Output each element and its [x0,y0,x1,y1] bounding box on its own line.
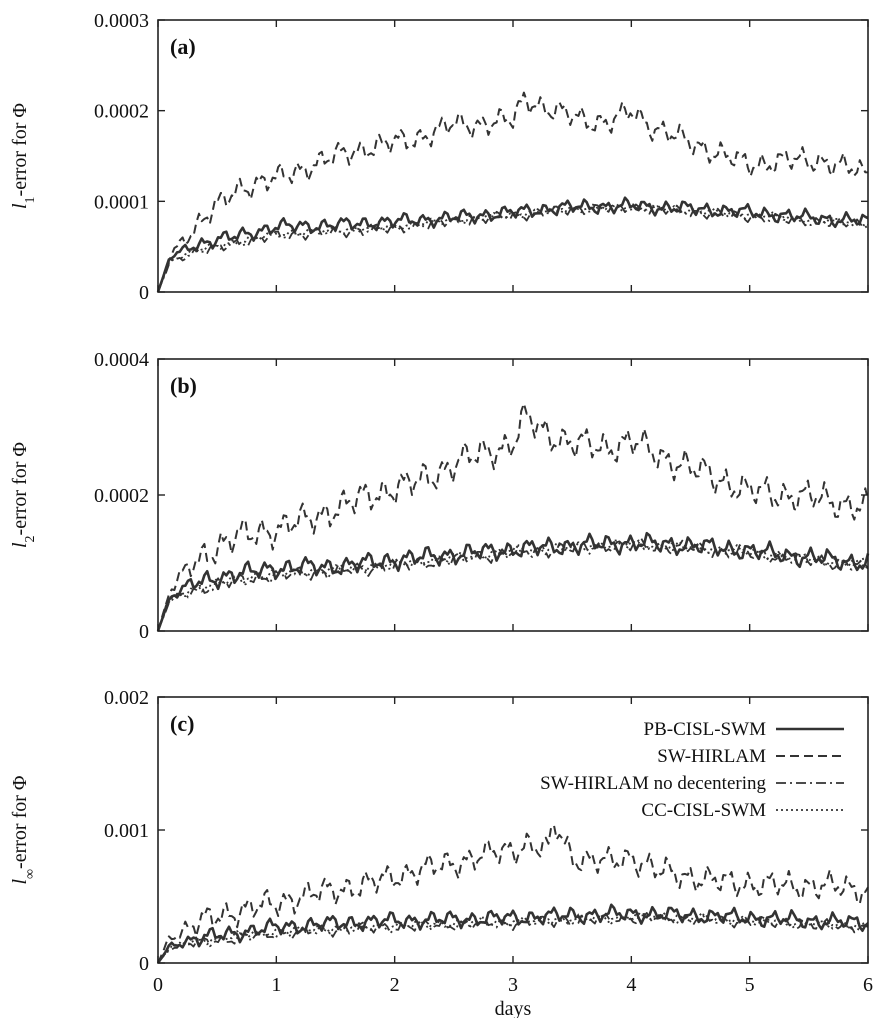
series-line-dashed [157,824,869,964]
chart-panel-b: 0 0.0002 0.0004 (b) l2-error for Φ [9,349,870,643]
series-line-dashed [157,402,869,632]
chart-panel-a: 0 0.0001 0.0002 0.0003 (a) l1-error for Φ [9,10,869,304]
series-line-dotted [157,203,869,293]
series-line-dashdot [157,911,869,964]
series-line-dotted [157,539,869,632]
x-tick-label: 6 [863,974,873,996]
y-axis-title: l2-error for Φ [9,442,38,548]
series-line-dotted [157,912,869,964]
legend-entry-label: SW-HIRLAM [657,746,766,767]
y-axis-title: l1-error for Φ [9,103,38,209]
y-tick-label: 0.0002 [94,485,149,507]
y-tick-label: 0 [139,621,149,643]
x-tick-label: 0 [153,974,163,996]
series-line-dashdot [157,202,869,293]
panel-label: (c) [170,711,194,736]
legend-entry-label: PB-CISL-SWM [644,719,767,740]
y-tick-label: 0.001 [104,820,149,842]
legend-entry-label: CC-CISL-SWM [641,800,766,821]
series-line-solid [156,531,870,632]
y-tick-label: 0.0001 [94,191,149,213]
plot-frame [157,358,869,632]
x-tick-label: 3 [508,974,518,996]
series-line-solid [156,903,869,964]
legend: PB-CISL-SWM SW-HIRLAM SW-HIRLAM no decente… [540,719,844,821]
series-line-dashed [157,91,869,293]
chart-panel-c: 0 1 2 3 4 5 6 0 0.001 0.002 (c) l∞-error for Φ days P… [9,687,873,1018]
x-axis-title: days [495,998,532,1018]
y-tick-label: 0.0002 [94,101,149,123]
panel-label: (a) [170,34,196,59]
panel-label: (b) [170,373,197,398]
y-tick-label: 0.0003 [94,10,149,32]
y-tick-label: 0.0004 [94,349,149,371]
legend-entry-label: SW-HIRLAM no decentering [540,773,766,794]
y-tick-label: 0 [139,282,149,304]
x-tick-label: 4 [626,974,636,996]
x-tick-label: 5 [745,974,755,996]
y-axis-title: l∞-error for Φ [9,775,38,884]
x-tick-label: 1 [271,974,281,996]
x-tick-label: 2 [390,974,400,996]
series-line-solid [156,196,869,293]
y-tick-label: 0 [139,953,149,975]
y-tick-label: 0.002 [104,687,149,709]
